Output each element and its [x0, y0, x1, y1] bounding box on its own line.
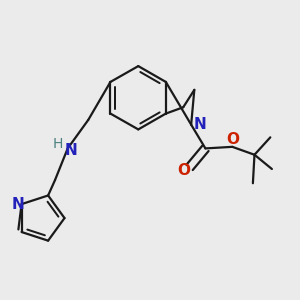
Text: N: N: [194, 117, 206, 132]
Text: N: N: [64, 143, 77, 158]
Text: O: O: [177, 163, 190, 178]
Text: O: O: [226, 132, 239, 147]
Text: N: N: [11, 196, 24, 211]
Text: H: H: [53, 137, 63, 151]
